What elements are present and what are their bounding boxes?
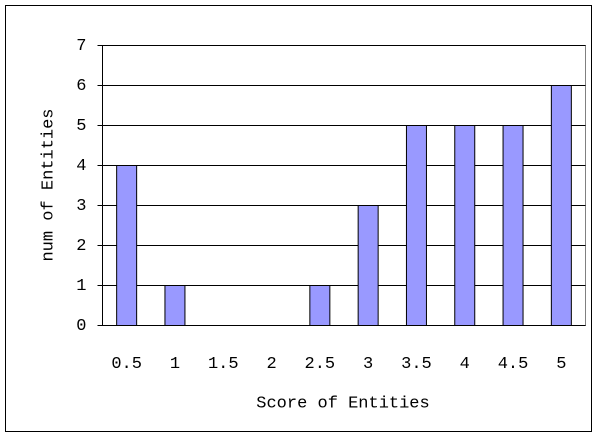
x-tick-label: 3.5 (401, 355, 432, 374)
x-tick-label: 5 (556, 355, 566, 374)
y-tick-label: 2 (76, 237, 86, 256)
x-tick-label: 4 (460, 355, 470, 374)
y-tick-label: 3 (76, 197, 86, 216)
bar (309, 285, 331, 326)
y-tick-label: 5 (76, 117, 86, 136)
x-tick-label: 1 (170, 355, 180, 374)
bar (164, 285, 186, 326)
y-tick-label: 0 (76, 317, 86, 336)
x-tick-label: 0.5 (111, 355, 142, 374)
x-tick-label: 2 (266, 355, 276, 374)
x-tick-label: 1.5 (208, 355, 239, 374)
bar (550, 85, 572, 326)
x-tick-label: 2.5 (305, 355, 336, 374)
y-tick-label: 7 (76, 37, 86, 56)
x-tick-label: 3 (363, 355, 373, 374)
bar (454, 125, 476, 326)
y-axis-label: num of Entities (39, 108, 58, 261)
bar (116, 165, 138, 326)
bar (502, 125, 524, 326)
x-tick-label: 4.5 (498, 355, 529, 374)
y-tick-label: 6 (76, 77, 86, 96)
y-tick-label: 1 (76, 277, 86, 296)
bar (357, 205, 379, 326)
bar (405, 125, 427, 326)
y-tick-label: 4 (76, 157, 86, 176)
x-axis-label: Score of Entities (256, 394, 429, 413)
